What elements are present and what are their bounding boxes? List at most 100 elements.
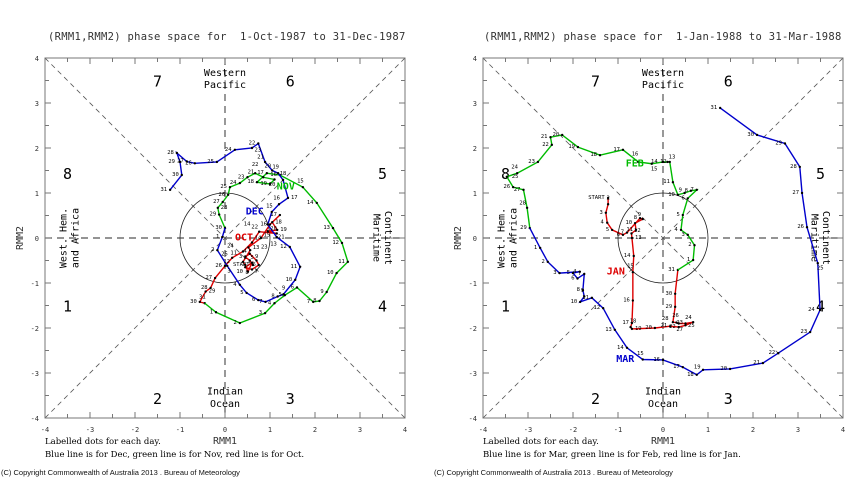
y-tick-label: -4 <box>31 415 39 423</box>
day-label: 18 <box>280 171 287 177</box>
month-label-feb: FEB <box>626 158 644 169</box>
day-label: 19 <box>260 181 267 187</box>
x-tick-label: -4 <box>479 426 487 434</box>
region-label-indian-ocean: Ocean <box>648 399 678 410</box>
day-label: 2 <box>606 195 609 201</box>
day-dot <box>550 143 554 147</box>
day-label: 23 <box>261 244 268 250</box>
day-label: 24 <box>230 180 237 186</box>
x-axis-label: RMM1 <box>651 436 675 447</box>
day-label: 22 <box>669 324 676 330</box>
y-tick-label: -2 <box>31 325 39 333</box>
day-dot <box>263 311 267 315</box>
day-label: 4 <box>268 300 272 306</box>
day-label: 19 <box>635 326 642 332</box>
day-label: 18 <box>590 152 597 158</box>
y-tick-label: 0 <box>473 235 477 243</box>
y-tick-label: -1 <box>31 280 39 288</box>
x-tick-label: -3 <box>86 426 94 434</box>
day-dot <box>621 233 625 237</box>
phase-number-5: 5 <box>378 165 387 183</box>
day-dot <box>248 259 251 262</box>
x-tick-label: 4 <box>403 426 407 434</box>
day-label: 23 <box>238 174 245 180</box>
day-label: START <box>233 262 250 268</box>
day-dot <box>312 300 315 304</box>
day-label: 25 <box>221 252 228 258</box>
x-tick-label: 1 <box>268 426 272 434</box>
day-dot <box>666 160 669 164</box>
day-label: 28 <box>167 150 174 156</box>
day-dot <box>266 223 269 226</box>
x-tick-label: 0 <box>661 426 665 434</box>
day-dot <box>755 133 759 137</box>
day-dot <box>271 169 274 172</box>
day-label: 20 <box>270 226 277 232</box>
day-dot <box>268 182 272 186</box>
day-dot <box>631 271 635 274</box>
day-dot <box>325 290 328 294</box>
day-label: 31 <box>668 267 675 273</box>
day-label: 4 <box>573 269 577 275</box>
y-tick-label: 0 <box>35 235 39 243</box>
day-label: 3 <box>227 268 230 274</box>
legend-note-left: Labelled dots for each day. <box>45 437 161 447</box>
day-dot <box>606 221 609 224</box>
day-label: 8 <box>245 270 248 276</box>
day-dot <box>223 264 227 268</box>
day-label: 20 <box>720 366 727 372</box>
day-label: 13 <box>270 241 277 247</box>
day-dot <box>241 260 245 264</box>
day-dot <box>661 358 665 362</box>
phase-number-6: 6 <box>724 73 733 91</box>
unit-circle <box>617 192 709 284</box>
day-dot <box>273 178 276 181</box>
day-label: 25 <box>817 266 824 272</box>
copyright-left: (C) Copyright Commonwealth of Australia … <box>1 468 240 477</box>
day-dot <box>264 300 267 304</box>
trajectory-jan <box>605 197 694 330</box>
day-label: START <box>588 195 605 201</box>
day-dot <box>253 172 257 175</box>
day-label: 21 <box>753 360 760 366</box>
day-label: 11 <box>663 179 670 185</box>
day-dot <box>257 298 260 302</box>
trajectory-dec <box>169 142 301 303</box>
day-dot <box>601 307 605 310</box>
day-label: 10 <box>571 299 578 305</box>
day-dot <box>761 361 765 365</box>
day-label: 28 <box>790 164 797 170</box>
region-label-western-pacific: Pacific <box>204 80 246 91</box>
day-dot <box>686 233 689 237</box>
x-tick-label: 2 <box>751 426 755 434</box>
day-label: 26 <box>215 263 222 269</box>
day-label: 20 <box>264 163 271 169</box>
day-dot <box>295 286 299 289</box>
day-label: 20 <box>553 132 560 138</box>
region-label-western-pacific: Western <box>642 68 684 79</box>
region-label-west-hem-africa: West. Hem. <box>59 208 70 268</box>
day-dot <box>583 272 586 276</box>
region-label-western-pacific: Pacific <box>642 80 684 91</box>
legend-lines-left: Blue line is for Dec, green line is for … <box>45 450 305 460</box>
day-label: 25 <box>207 159 214 165</box>
day-label: 30 <box>172 172 179 178</box>
day-label: 14 <box>244 222 251 228</box>
day-dot <box>671 320 675 324</box>
day-dot <box>263 160 267 164</box>
day-dot <box>590 296 594 300</box>
day-label: 5 <box>567 270 570 276</box>
day-dot <box>241 250 245 253</box>
day-dot <box>294 278 297 282</box>
day-label: 21 <box>248 169 255 175</box>
day-label: 26 <box>504 184 511 190</box>
day-dot <box>244 266 247 269</box>
day-dot <box>630 321 634 325</box>
day-dot <box>258 230 261 233</box>
day-label: 21 <box>661 323 668 329</box>
day-dot <box>675 321 678 324</box>
day-label: 13 <box>253 245 260 251</box>
day-dot <box>637 160 640 164</box>
phase-number-1: 1 <box>501 298 510 316</box>
day-dot <box>346 260 350 264</box>
